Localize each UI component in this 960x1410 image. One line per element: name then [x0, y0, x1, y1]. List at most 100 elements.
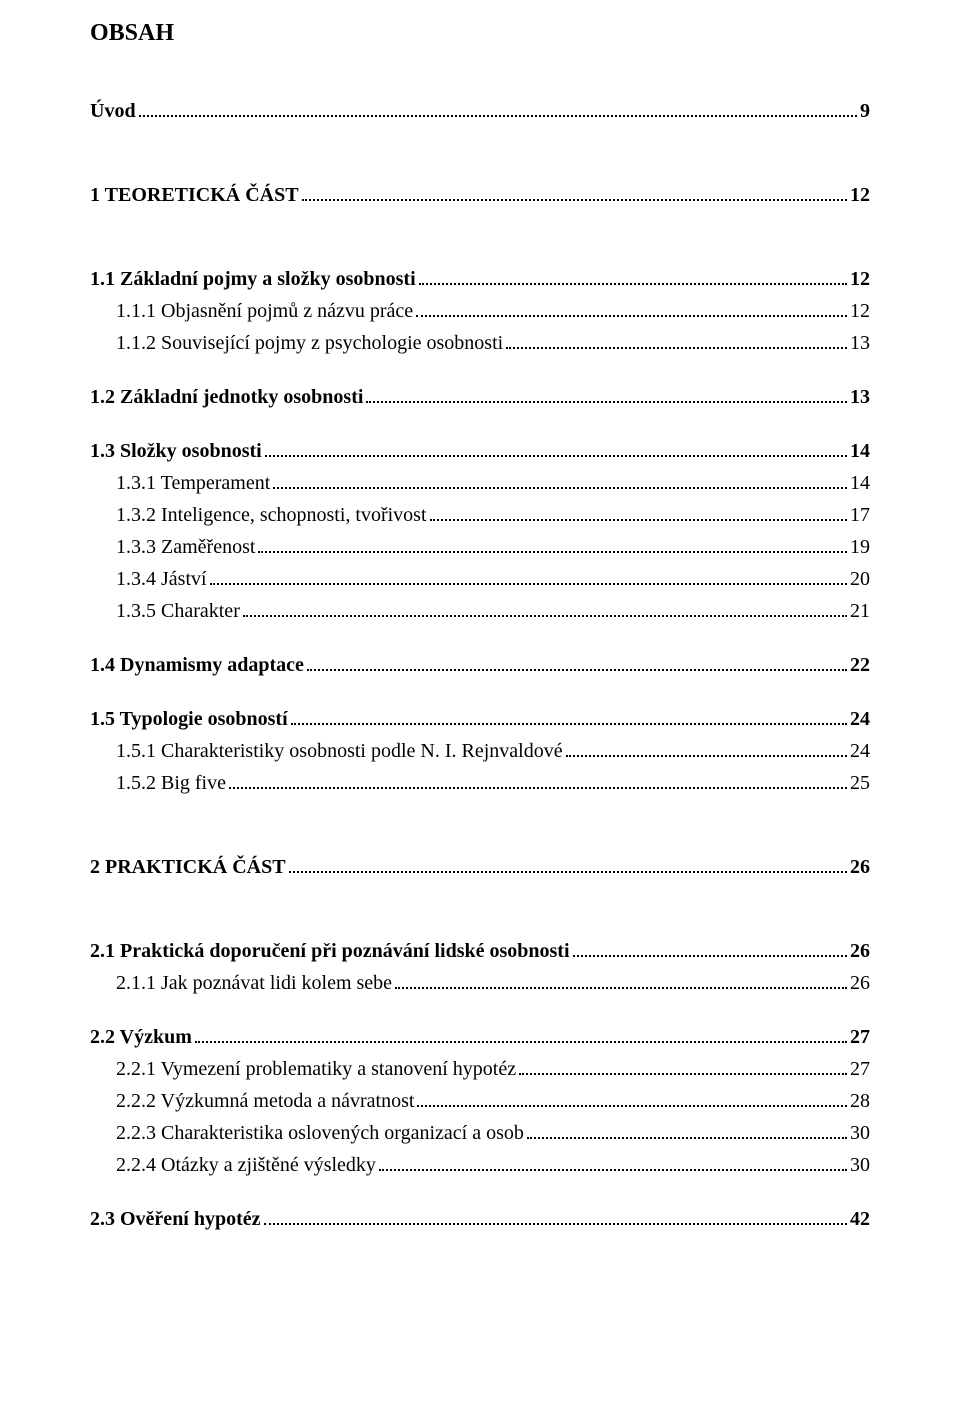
- toc-entry-label: 1.5.2 Big five: [116, 772, 226, 795]
- toc-leader-dots: [258, 533, 847, 553]
- toc-entry-page: 9: [860, 100, 870, 123]
- toc-entry-page: 27: [850, 1058, 870, 1081]
- toc-leader-dots: [366, 383, 847, 403]
- toc-leader-dots: [210, 565, 847, 585]
- toc-entry-label: 2.2.4 Otázky a zjištěné výsledky: [116, 1154, 376, 1177]
- toc-entry: 1.4 Dynamismy adaptace 22: [90, 651, 870, 677]
- toc-leader-dots: [264, 1205, 847, 1225]
- toc-entry-page: 17: [850, 504, 870, 527]
- toc-entry: 2.3 Ověření hypotéz 42: [90, 1205, 870, 1231]
- toc-entry: 1.3.4 Jáství 20: [90, 565, 870, 591]
- toc-entry: 2.1 Praktická doporučení při poznávání l…: [90, 937, 870, 963]
- toc-entry: 1.1.1 Objasnění pojmů z názvu práce 12: [90, 297, 870, 323]
- toc-entry-page: 12: [850, 268, 870, 291]
- toc-leader-dots: [273, 469, 847, 489]
- toc-page: OBSAH Úvod 9 1 TEORETICKÁ ČÁST12 1.1 Základ…: [0, 0, 960, 1291]
- toc-leader-dots: [243, 597, 847, 617]
- toc-entry-label: 2.3 Ověření hypotéz: [90, 1208, 261, 1231]
- toc-leader-dots: [291, 705, 847, 725]
- toc-entry-page: 13: [850, 386, 870, 409]
- toc-entry-page: 14: [850, 440, 870, 463]
- toc-entry-label: 1.3 Složky osobnosti: [90, 440, 262, 463]
- toc-entry-label: 1.1.1 Objasnění pojmů z názvu práce: [116, 300, 413, 323]
- toc-leader-dots: [379, 1151, 847, 1171]
- toc-entry-page: 21: [850, 600, 870, 623]
- toc-entry-label: 2.1.1 Jak poznávat lidi kolem sebe: [116, 972, 392, 995]
- toc-entry-label: 1.3.4 Jáství: [116, 568, 207, 591]
- toc-entry-page: 22: [850, 654, 870, 677]
- toc-entry-page: 24: [850, 740, 870, 763]
- toc-entry-page: 25: [850, 772, 870, 795]
- toc-leader-dots: [265, 437, 847, 457]
- toc-entry-label: 1.1.2 Související pojmy z psychologie os…: [116, 332, 503, 355]
- toc-leader-dots: [519, 1055, 847, 1075]
- page-title: OBSAH: [90, 20, 870, 47]
- toc-entry-page: 30: [850, 1154, 870, 1177]
- toc-leader-dots: [229, 769, 847, 789]
- toc-entry-page: 42: [850, 1208, 870, 1231]
- toc-entry-label: 2.2.3 Charakteristika oslovených organiz…: [116, 1122, 524, 1145]
- toc-entry: 1.1 Základní pojmy a složky osobnosti 12: [90, 265, 870, 291]
- toc-entry: 1.5.2 Big five 25: [90, 769, 870, 795]
- toc-entry-label: 1.3.5 Charakter: [116, 600, 240, 623]
- toc-entry-label: 1.1 Základní pojmy a složky osobnosti: [90, 268, 416, 291]
- toc-leader-dots: [416, 297, 847, 317]
- toc-entry-label: 1.3.3 Zaměřenost: [116, 536, 255, 559]
- toc-leader-dots: [289, 853, 847, 873]
- toc-entry-page: 28: [850, 1090, 870, 1113]
- toc-entry: 2.2.1 Vymezení problematiky a stanovení …: [90, 1055, 870, 1081]
- toc-leader-dots: [395, 969, 847, 989]
- toc-entry-label: 1.3.2 Inteligence, schopnosti, tvořivost: [116, 504, 427, 527]
- toc-entry-label: 1.5 Typologie osobností: [90, 708, 288, 731]
- toc-entry: 2.2 Výzkum 27: [90, 1023, 870, 1049]
- toc-leader-dots: [527, 1119, 847, 1139]
- toc-entry-page: 20: [850, 568, 870, 591]
- toc-entry: 1.3.3 Zaměřenost 19: [90, 533, 870, 559]
- toc-entry: 1.1.2 Související pojmy z psychologie os…: [90, 329, 870, 355]
- toc-entry-label: 2 PRAKTICKÁ ČÁST: [90, 856, 286, 879]
- toc-entry-page: 24: [850, 708, 870, 731]
- toc-list: Úvod 9 1 TEORETICKÁ ČÁST12 1.1 Základní poj…: [90, 97, 870, 1231]
- toc-entry-label: 1.4 Dynamismy adaptace: [90, 654, 304, 677]
- toc-entry: 2.2.3 Charakteristika oslovených organiz…: [90, 1119, 870, 1145]
- toc-entry-label: 2.2 Výzkum: [90, 1026, 192, 1049]
- toc-entry: 1.3.1 Temperament 14: [90, 469, 870, 495]
- toc-entry: 2.2.4 Otázky a zjištěné výsledky 30: [90, 1151, 870, 1177]
- toc-leader-dots: [573, 937, 847, 957]
- toc-entry-page: 14: [850, 472, 870, 495]
- toc-entry-label: 1.5.1 Charakteristiky osobnosti podle N.…: [116, 740, 563, 763]
- toc-entry-page: 12: [850, 300, 870, 323]
- toc-entry-label: 1.2 Základní jednotky osobnosti: [90, 386, 363, 409]
- toc-entry-page: 26: [850, 940, 870, 963]
- toc-entry: 1.3.5 Charakter 21: [90, 597, 870, 623]
- toc-entry: 2.1.1 Jak poznávat lidi kolem sebe 26: [90, 969, 870, 995]
- toc-leader-dots: [417, 1087, 847, 1107]
- toc-entry-label: 2.2.1 Vymezení problematiky a stanovení …: [116, 1058, 516, 1081]
- toc-entry-label: 2.1 Praktická doporučení při poznávání l…: [90, 940, 570, 963]
- toc-entry-page: 26: [850, 972, 870, 995]
- toc-leader-dots: [506, 329, 847, 349]
- toc-entry-label: 1.3.1 Temperament: [116, 472, 270, 495]
- toc-entry: 1.3 Složky osobnosti 14: [90, 437, 870, 463]
- toc-leader-dots: [430, 501, 847, 521]
- toc-entry: 1.5.1 Charakteristiky osobnosti podle N.…: [90, 737, 870, 763]
- toc-leader-dots: [307, 651, 847, 671]
- toc-entry-page: 13: [850, 332, 870, 355]
- toc-entry-label: Úvod: [90, 100, 136, 123]
- toc-entry: 2 PRAKTICKÁ ČÁST 26: [90, 853, 870, 879]
- toc-entry-label: 2.2.2 Výzkumná metoda a návratnost: [116, 1090, 414, 1113]
- toc-entry-page: 26: [850, 856, 870, 879]
- toc-entry-page: 19: [850, 536, 870, 559]
- toc-entry-page: 30: [850, 1122, 870, 1145]
- toc-entry: 1.5 Typologie osobností 24: [90, 705, 870, 731]
- toc-leader-dots: [419, 265, 847, 285]
- toc-entry-page: 12: [850, 184, 870, 207]
- toc-entry-page: 27: [850, 1026, 870, 1049]
- toc-leader-dots: [139, 97, 857, 117]
- toc-entry: 1 TEORETICKÁ ČÁST12: [90, 181, 870, 207]
- toc-entry: 1.3.2 Inteligence, schopnosti, tvořivost…: [90, 501, 870, 527]
- toc-leader-dots: [302, 181, 847, 201]
- toc-entry: 2.2.2 Výzkumná metoda a návratnost 28: [90, 1087, 870, 1113]
- toc-leader-dots: [566, 737, 847, 757]
- toc-leader-dots: [195, 1023, 847, 1043]
